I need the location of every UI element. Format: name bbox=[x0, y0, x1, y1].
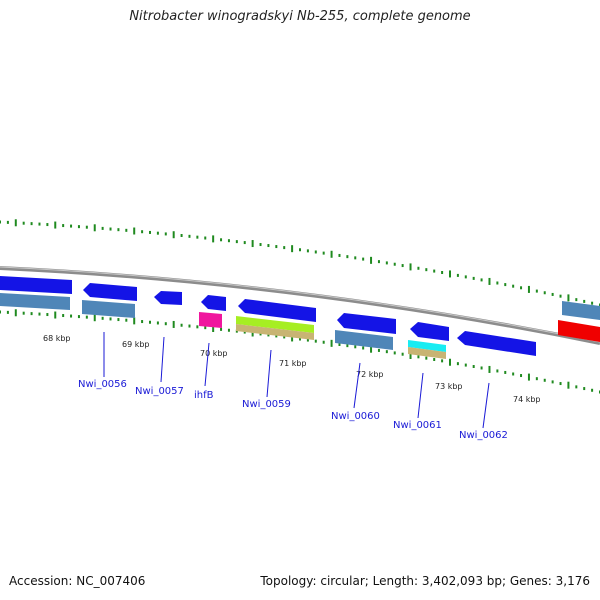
scale-label: 71 kbp bbox=[279, 359, 307, 368]
genome-backbone bbox=[0, 266, 600, 345]
gene-feature[interactable] bbox=[457, 331, 536, 356]
gene-feature[interactable] bbox=[337, 313, 396, 334]
outer-tick-ring bbox=[0, 219, 600, 307]
gene-leader-line bbox=[160, 336, 165, 383]
gene-label[interactable]: Nwi_0062 bbox=[459, 430, 508, 441]
gene-leader-line bbox=[482, 382, 490, 429]
gene-feature[interactable] bbox=[410, 322, 449, 341]
gene-leader-line bbox=[353, 362, 361, 409]
cds-feature[interactable] bbox=[0, 293, 70, 310]
gene-feature[interactable] bbox=[238, 299, 316, 322]
gene-feature[interactable] bbox=[154, 291, 182, 305]
scale-label: 70 kbp bbox=[200, 349, 228, 358]
gene-label[interactable]: Nwi_0061 bbox=[393, 420, 442, 431]
gene-feature[interactable] bbox=[0, 276, 72, 294]
inner-tick-ring bbox=[0, 309, 600, 394]
cyan-feature[interactable] bbox=[408, 340, 446, 352]
cds-feature[interactable] bbox=[335, 330, 393, 350]
gene-feature[interactable] bbox=[562, 301, 600, 320]
tan-feature[interactable] bbox=[408, 347, 446, 359]
gene-leader-line bbox=[417, 372, 424, 419]
gene-label[interactable]: ihfB bbox=[194, 390, 214, 401]
tan-feature[interactable] bbox=[236, 324, 314, 340]
accession-text: Accession: NC_007406 bbox=[9, 574, 146, 588]
pink-feature[interactable] bbox=[199, 312, 222, 328]
genome-summary-text: Topology: circular; Length: 3,402,093 bp… bbox=[260, 574, 590, 588]
gene-feature[interactable] bbox=[201, 295, 226, 311]
cds-feature[interactable] bbox=[82, 300, 135, 318]
gene-feature[interactable] bbox=[83, 283, 137, 301]
lime-feature[interactable] bbox=[236, 316, 314, 333]
scale-label: 72 kbp bbox=[356, 370, 384, 379]
scale-label: 68 kbp bbox=[43, 334, 71, 343]
gene-label[interactable]: Nwi_0056 bbox=[78, 379, 127, 390]
gene-label[interactable]: Nwi_0057 bbox=[135, 386, 184, 397]
scale-label: 69 kbp bbox=[122, 340, 150, 349]
scale-label: 73 kbp bbox=[435, 382, 463, 391]
gene-label[interactable]: Nwi_0059 bbox=[242, 399, 291, 410]
page-title: Nitrobacter winogradskyi Nb-255, complet… bbox=[129, 9, 471, 24]
gene-leader-line bbox=[266, 349, 272, 398]
gene-leader-line bbox=[204, 342, 210, 387]
red-feature[interactable] bbox=[558, 320, 600, 342]
gene-label[interactable]: Nwi_0060 bbox=[331, 411, 380, 422]
genome-backbone-highlight bbox=[0, 266, 600, 343]
scale-label: 74 kbp bbox=[513, 395, 541, 404]
